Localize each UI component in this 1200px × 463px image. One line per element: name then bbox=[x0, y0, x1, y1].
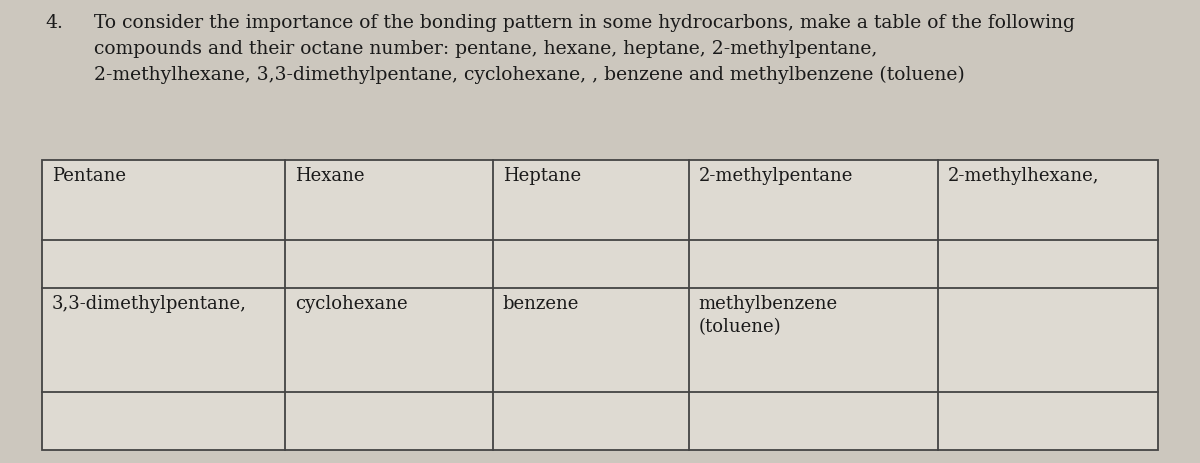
Text: Hexane: Hexane bbox=[295, 167, 365, 185]
Text: Pentane: Pentane bbox=[52, 167, 126, 185]
Text: Heptane: Heptane bbox=[503, 167, 581, 185]
Text: 2-methylhexane,: 2-methylhexane, bbox=[948, 167, 1099, 185]
Text: methylbenzene
(toluene): methylbenzene (toluene) bbox=[698, 294, 838, 336]
Text: To consider the importance of the bonding pattern in some hydrocarbons, make a t: To consider the importance of the bondin… bbox=[94, 14, 1074, 84]
Text: 4.: 4. bbox=[46, 14, 64, 32]
Text: cyclohexane: cyclohexane bbox=[295, 294, 408, 313]
Bar bbox=[42, 160, 1158, 450]
Text: benzene: benzene bbox=[503, 294, 580, 313]
Text: 2-methylpentane: 2-methylpentane bbox=[698, 167, 853, 185]
Text: 3,3-dimethylpentane,: 3,3-dimethylpentane, bbox=[52, 294, 246, 313]
